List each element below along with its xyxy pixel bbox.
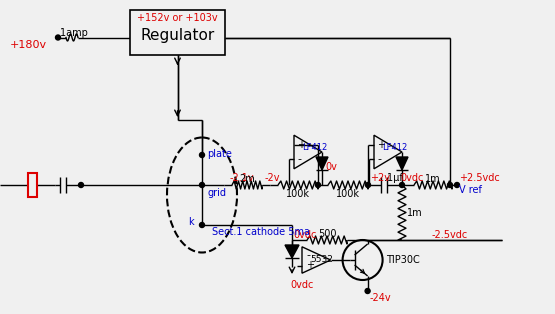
Text: -: - [306, 250, 310, 260]
Text: 2m: 2m [239, 174, 255, 184]
Text: LF412: LF412 [382, 143, 407, 151]
Text: 1m: 1m [425, 174, 441, 184]
Text: +180v: +180v [10, 41, 47, 51]
Text: .1μf: .1μf [384, 173, 403, 183]
Text: plate: plate [207, 149, 232, 159]
Text: +: + [377, 140, 385, 150]
Circle shape [365, 289, 370, 294]
Text: 0vdc: 0vdc [293, 230, 316, 240]
Bar [28, 173, 37, 197]
Text: 0v: 0v [325, 162, 337, 172]
Circle shape [56, 35, 60, 40]
Text: -2v: -2v [265, 173, 280, 183]
Polygon shape [285, 245, 299, 258]
Text: -: - [297, 154, 301, 164]
Text: +: + [297, 140, 305, 150]
Text: +152v or +103v: +152v or +103v [137, 13, 218, 23]
Text: .1amp: .1amp [57, 29, 88, 39]
Text: k: k [188, 217, 194, 227]
Text: 100k: 100k [286, 189, 310, 199]
Text: Sect.1 cathode 5ma: Sect.1 cathode 5ma [212, 227, 310, 237]
Circle shape [366, 182, 371, 187]
Polygon shape [316, 157, 328, 170]
Text: +2v: +2v [370, 173, 390, 183]
Circle shape [455, 182, 460, 187]
Text: -2.1v: -2.1v [230, 173, 255, 183]
Text: 0vdc: 0vdc [400, 173, 423, 183]
Circle shape [78, 182, 83, 187]
Text: Regulator: Regulator [140, 28, 215, 43]
Text: 5532: 5532 [310, 256, 333, 264]
Circle shape [447, 182, 452, 187]
Circle shape [199, 153, 204, 158]
Text: 1m: 1m [407, 208, 422, 218]
Text: 500: 500 [318, 229, 336, 239]
Text: -2.5vdc: -2.5vdc [432, 230, 468, 240]
Text: -24v: -24v [370, 293, 391, 303]
Bar [130, 10, 225, 55]
Text: grid: grid [207, 188, 226, 198]
Circle shape [400, 182, 405, 187]
Text: 0vdc: 0vdc [290, 280, 314, 290]
Polygon shape [396, 157, 408, 170]
Text: TIP30C: TIP30C [386, 255, 420, 265]
Text: V ref: V ref [459, 185, 482, 195]
Text: -: - [377, 154, 381, 164]
Circle shape [199, 223, 204, 228]
Text: +: + [306, 260, 314, 270]
Circle shape [199, 182, 204, 187]
Text: +2.5vdc: +2.5vdc [459, 173, 500, 183]
Text: 100k: 100k [336, 189, 360, 199]
Circle shape [315, 182, 320, 187]
Text: LF412: LF412 [302, 143, 327, 151]
